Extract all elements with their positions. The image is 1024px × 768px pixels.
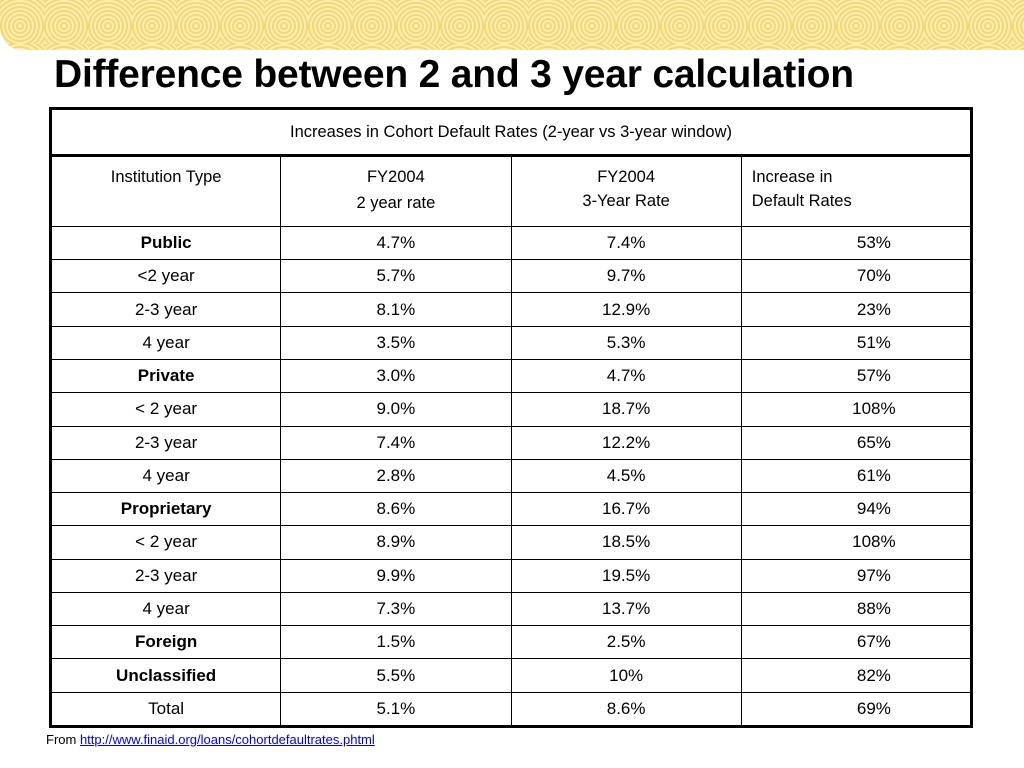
cell-2-year-rate: 3.0% [280, 358, 512, 394]
cell-increase: 88% [740, 591, 973, 627]
table-row: 2-3 year 8.1% 12.9% 23% [49, 292, 973, 327]
cell-2-year-rate: 8.1% [280, 292, 512, 327]
header-line: 3-Year Rate [582, 192, 670, 211]
decorative-swirl-banner [0, 0, 1024, 50]
cell-3-year-rate: 13.7% [510, 591, 742, 627]
header-line: Institution Type [110, 168, 222, 187]
cell-increase: 67% [740, 625, 973, 660]
table-row: <2 year 5.7% 9.7% 70% [49, 259, 973, 294]
cell-institution-type: Total [49, 691, 282, 728]
cell-2-year-rate: 3.5% [280, 325, 512, 361]
table-header-row: Institution Type FY2004 2 year rate FY20… [49, 155, 973, 227]
cell-3-year-rate: 16.7% [510, 492, 742, 527]
cell-3-year-rate: 12.2% [510, 425, 742, 460]
cell-institution-type: < 2 year [49, 392, 282, 427]
cell-2-year-rate: 9.9% [280, 558, 512, 593]
header-3-year-rate: FY2004 3-Year Rate [510, 155, 742, 227]
cohort-default-rates-table: Increases in Cohort Default Rates (2-yea… [49, 107, 973, 728]
cell-institution-type: 2-3 year [49, 425, 282, 460]
cell-3-year-rate: 8.6% [510, 691, 742, 728]
table-row: 4 year 2.8% 4.5% 61% [49, 458, 973, 494]
cell-2-year-rate: 2.8% [280, 458, 512, 494]
header-line: Default Rates [751, 192, 852, 211]
table-row: 2-3 year 7.4% 12.2% 65% [49, 425, 973, 460]
source-prefix: From [46, 732, 80, 747]
source-citation: From http://www.finaid.org/loans/cohortd… [46, 732, 375, 747]
cell-institution-type: 2-3 year [49, 292, 282, 327]
cell-increase: 57% [740, 358, 973, 394]
cell-institution-type: < 2 year [49, 525, 282, 560]
cell-2-year-rate: 1.5% [280, 625, 512, 660]
cell-institution-type: 4 year [49, 458, 282, 494]
table-row: Public 4.7% 7.4% 53% [49, 225, 973, 261]
table-row: Unclassified 5.5% 10% 82% [49, 658, 973, 693]
cell-increase: 70% [740, 259, 973, 294]
cell-2-year-rate: 8.9% [280, 525, 512, 560]
cell-increase: 65% [740, 425, 973, 460]
table-row: < 2 year 9.0% 18.7% 108% [49, 392, 973, 427]
cell-increase: 61% [740, 458, 973, 494]
source-link[interactable]: http://www.finaid.org/loans/cohortdefaul… [79, 732, 375, 747]
cell-3-year-rate: 2.5% [510, 625, 742, 660]
table-row: Private 3.0% 4.7% 57% [49, 358, 973, 394]
header-line: FY2004 [366, 168, 425, 187]
cell-3-year-rate: 12.9% [510, 292, 742, 327]
cell-increase: 82% [740, 658, 973, 693]
cell-institution-type: 2-3 year [49, 558, 282, 593]
header-2-year-rate: FY2004 2 year rate [280, 155, 512, 227]
cell-institution-type: 4 year [49, 591, 282, 627]
cell-3-year-rate: 4.5% [510, 458, 742, 494]
cell-2-year-rate: 5.5% [280, 658, 512, 693]
cell-increase: 97% [740, 558, 973, 593]
cell-2-year-rate: 5.7% [280, 259, 512, 294]
table-row: 2-3 year 9.9% 19.5% 97% [49, 558, 973, 593]
cell-2-year-rate: 5.1% [280, 691, 512, 728]
cell-institution-type: Foreign [49, 625, 282, 660]
header-line: Increase in [751, 168, 833, 187]
cell-institution-type: Proprietary [49, 492, 282, 527]
cell-3-year-rate: 9.7% [510, 259, 742, 294]
cell-3-year-rate: 18.7% [510, 392, 742, 427]
header-line: FY2004 [597, 168, 656, 187]
cell-institution-type: Public [49, 225, 282, 261]
cell-institution-type: Unclassified [49, 658, 282, 693]
cell-increase: 69% [740, 691, 973, 728]
header-increase-in-default-rates: Increase in Default Rates [740, 155, 973, 227]
cell-3-year-rate: 10% [510, 658, 742, 693]
cell-institution-type: Private [49, 358, 282, 394]
header-line: 2 year rate [356, 194, 436, 213]
cell-3-year-rate: 19.5% [510, 558, 742, 593]
table-caption-row: Increases in Cohort Default Rates (2-yea… [50, 107, 972, 158]
table-row: < 2 year 8.9% 18.5% 108% [49, 525, 973, 560]
table-row: Total 5.1% 8.6% 69% [49, 691, 973, 728]
table-caption: Increases in Cohort Default Rates (2-yea… [50, 107, 972, 158]
table-row: 4 year 7.3% 13.7% 88% [49, 591, 973, 627]
cell-2-year-rate: 7.4% [280, 425, 512, 460]
header-institution-type: Institution Type [49, 155, 282, 227]
cell-3-year-rate: 7.4% [510, 225, 742, 261]
cell-2-year-rate: 7.3% [280, 591, 512, 627]
cell-increase: 53% [740, 225, 973, 261]
table-row: Foreign 1.5% 2.5% 67% [49, 625, 973, 660]
cell-2-year-rate: 9.0% [280, 392, 512, 427]
cell-3-year-rate: 18.5% [510, 525, 742, 560]
cell-increase: 23% [740, 292, 973, 327]
cell-3-year-rate: 4.7% [510, 358, 742, 394]
cell-institution-type: <2 year [49, 259, 282, 294]
cell-3-year-rate: 5.3% [510, 325, 742, 361]
table-row: 4 year 3.5% 5.3% 51% [49, 325, 973, 361]
cell-increase: 51% [740, 325, 973, 361]
cell-2-year-rate: 8.6% [280, 492, 512, 527]
cell-increase: 94% [740, 492, 973, 527]
cell-institution-type: 4 year [49, 325, 282, 361]
cell-2-year-rate: 4.7% [280, 225, 512, 261]
cell-increase: 108% [740, 525, 973, 560]
cell-increase: 108% [740, 392, 973, 427]
slide-title: Difference between 2 and 3 year calculat… [54, 53, 854, 96]
table-row: Proprietary 8.6% 16.7% 94% [49, 492, 973, 527]
